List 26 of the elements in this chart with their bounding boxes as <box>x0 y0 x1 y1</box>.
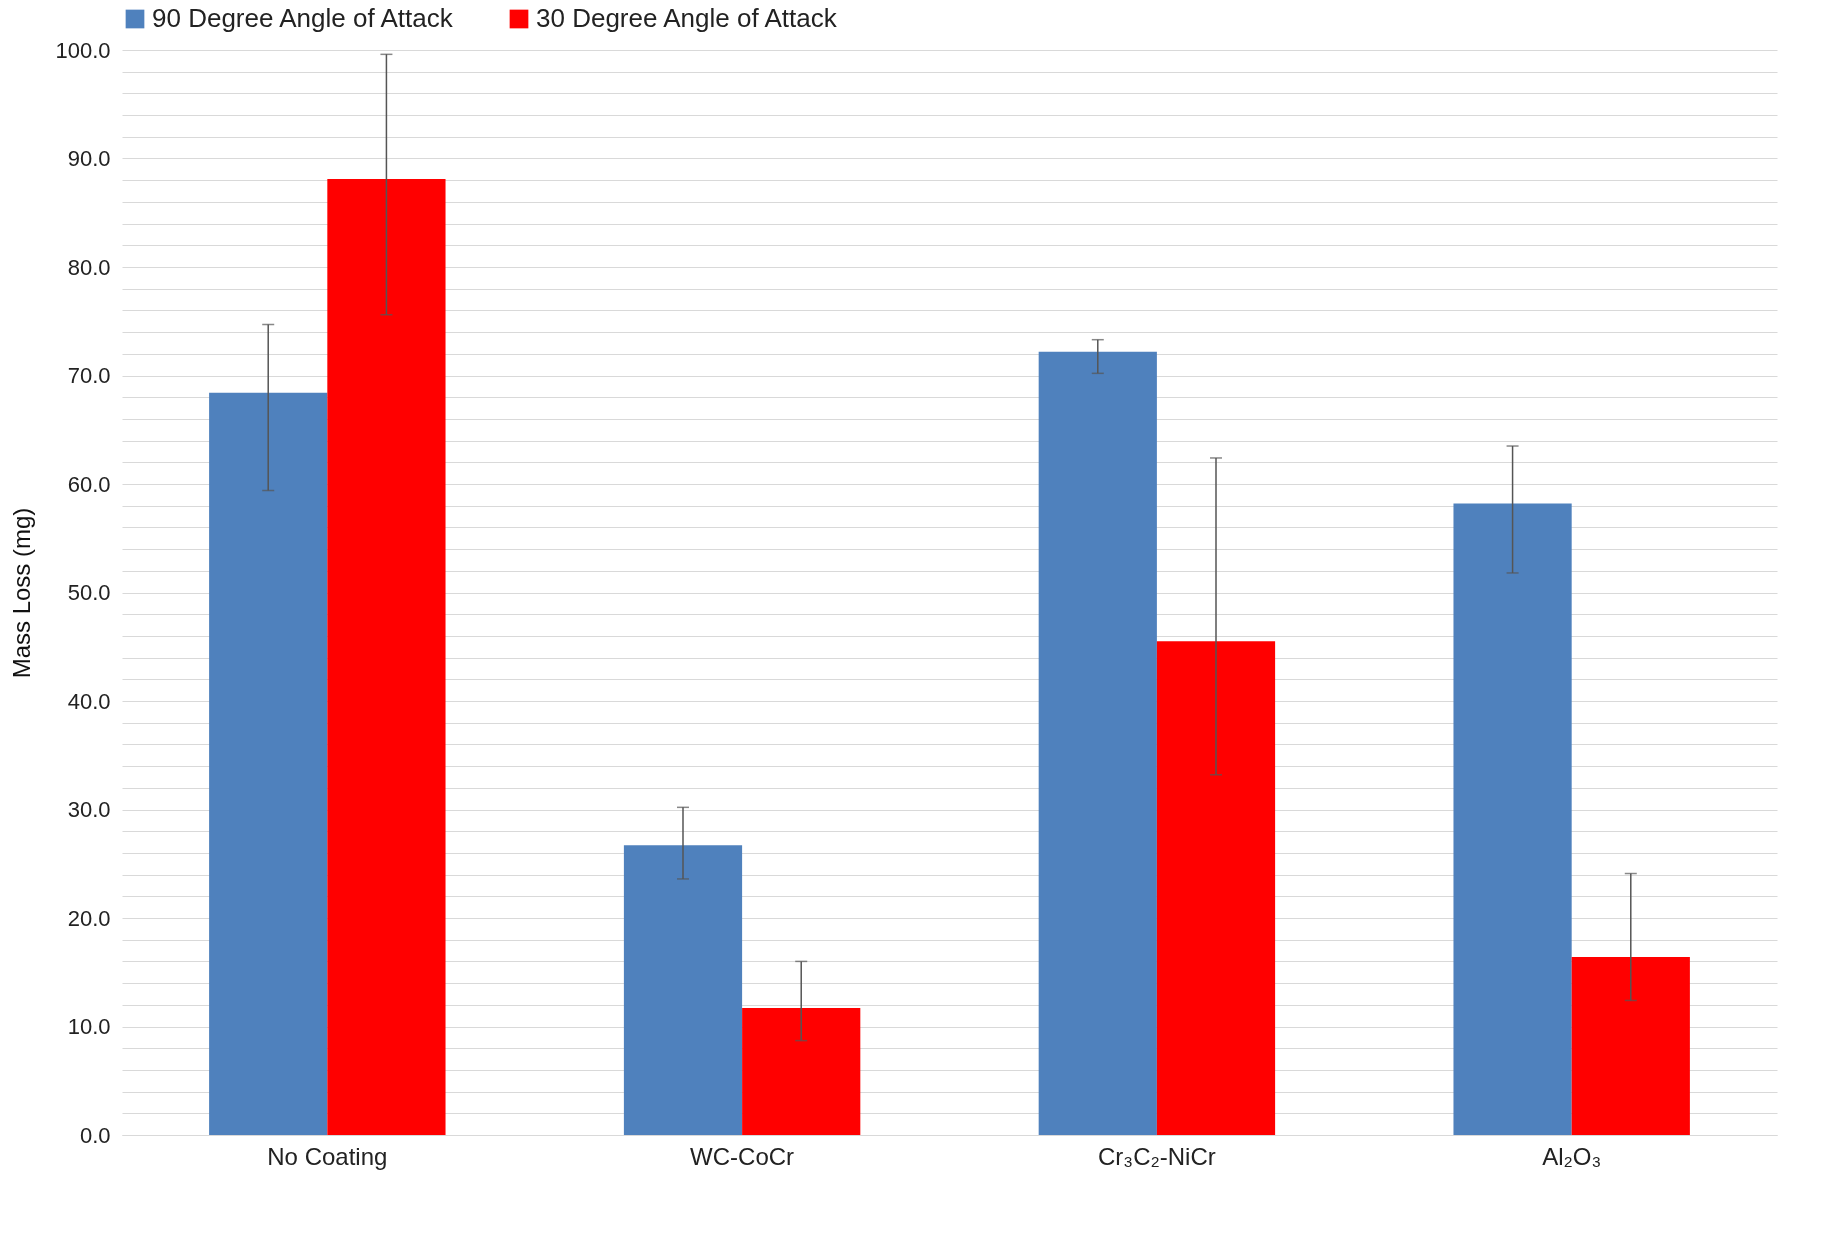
y-tick-label: 100.0 <box>55 37 111 63</box>
legend-label: 90 Degree Angle of Attack <box>152 3 454 33</box>
y-tick-label: 90.0 <box>67 146 111 171</box>
y-tick-label: 50.0 <box>67 580 111 605</box>
y-tick-label: 40.0 <box>67 688 111 714</box>
x-tick-label: Cr₃C₂-NiCr <box>1098 1142 1216 1170</box>
y-tick-label: 0.0 <box>79 1122 111 1148</box>
bar <box>1453 503 1572 1135</box>
y-tick-label: 70.0 <box>67 363 111 388</box>
bar <box>742 1008 861 1135</box>
y-tick-label: 60.0 <box>67 471 111 497</box>
bar <box>209 392 328 1135</box>
x-tick-label: WC-CoCr <box>690 1142 795 1170</box>
bar <box>1571 957 1690 1135</box>
y-tick-label: 80.0 <box>67 254 111 280</box>
y-tick-label: 30.0 <box>67 797 111 822</box>
y-tick-label: 10.0 <box>67 1014 111 1039</box>
y-tick-label: 20.0 <box>67 905 111 931</box>
x-tick-label: No Coating <box>267 1142 388 1170</box>
x-tick-label: Al₂O₃ <box>1542 1142 1602 1170</box>
bar <box>1156 641 1276 1135</box>
y-axis-title: Mass Loss (mg) <box>8 507 36 679</box>
bar <box>327 179 446 1135</box>
legend-label: 30 Degree Angle of Attack <box>536 3 838 33</box>
bar <box>623 845 743 1135</box>
bar <box>1038 351 1157 1135</box>
